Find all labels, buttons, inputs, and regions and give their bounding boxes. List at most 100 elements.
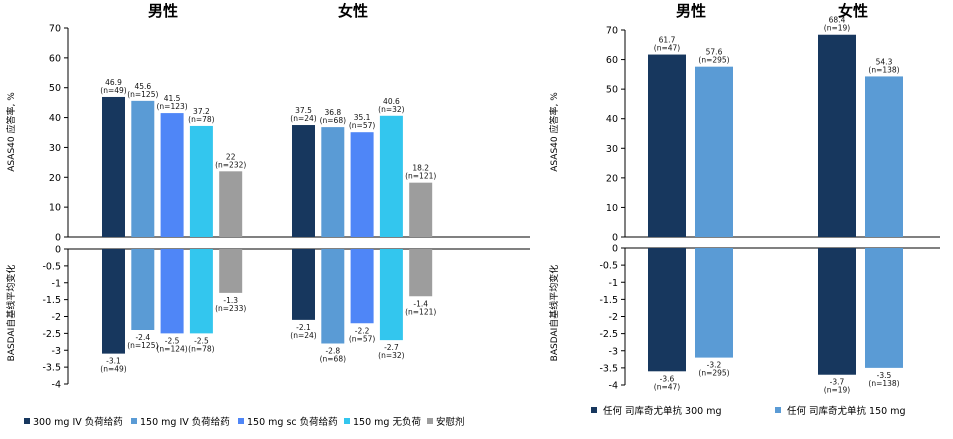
legend-label: 300 mg IV 负荷给药 <box>33 416 123 428</box>
bar-value-label-bottom: -2.8 <box>325 347 340 356</box>
bar-n-label-bottom: (n=125) <box>127 341 158 350</box>
bar-n-label-top: (n=32) <box>378 105 405 114</box>
bar-bottom <box>409 249 433 297</box>
bar-top <box>695 66 733 237</box>
bar-n-label-top: (n=121) <box>405 172 436 181</box>
bar-n-label-top: (n=78) <box>188 115 215 124</box>
y-tick-label-top: 10 <box>606 203 618 214</box>
y-tick-label-top: 30 <box>606 144 618 155</box>
bar-value-label-bottom: -2.4 <box>135 333 150 342</box>
y-axis-title-bottom: BASDAI自基线平均变化 <box>548 265 560 362</box>
legend-swatch <box>344 418 350 424</box>
y-tick-label-bottom: -4 <box>609 381 618 392</box>
y-tick-label-bottom: 0 <box>612 244 618 255</box>
bar-value-label-bottom: -1.4 <box>413 299 428 308</box>
bar-value-label-bottom: -1.3 <box>223 296 238 305</box>
bar-bottom <box>102 249 125 354</box>
bar-bottom <box>160 249 184 334</box>
bar-n-label-bottom: (n=233) <box>215 304 246 313</box>
bar-n-label-top: (n=19) <box>824 24 851 33</box>
y-tick-label-bottom: -0.5 <box>42 261 61 272</box>
bar-value-label-top: 22 <box>226 152 236 161</box>
y-tick-label-bottom: -2.5 <box>599 329 618 340</box>
bar-top <box>102 96 125 237</box>
group-title: 男性 <box>676 2 706 20</box>
bar-value-label-top: 35.1 <box>354 113 371 122</box>
bar-value-label-bottom: -3.6 <box>660 374 675 383</box>
y-axis-title-top: ASAS40 应答率, % <box>5 92 17 172</box>
bar-value-label-top: 40.6 <box>383 97 400 106</box>
bar-n-label-bottom: (n=138) <box>868 379 899 388</box>
y-tick-label-bottom: -3.5 <box>42 363 61 374</box>
bar-top <box>379 115 403 237</box>
y-tick-label-top: 20 <box>49 173 61 184</box>
bar-n-label-top: (n=138) <box>868 65 899 74</box>
bar-value-label-bottom: -3.7 <box>830 378 845 387</box>
bar-value-label-bottom: -3.2 <box>707 361 722 370</box>
bar-n-label-top: (n=47) <box>654 44 681 53</box>
legend-label: 任何 司库奇尤单抗 300 mg <box>603 405 721 417</box>
y-axis-title-bottom: BASDAI自基线平均变化 <box>5 265 17 362</box>
y-tick-label-top: 50 <box>606 85 618 96</box>
y-tick-label-top: 20 <box>606 173 618 184</box>
bar-value-label-bottom: -3.1 <box>106 357 121 366</box>
bar-value-label-bottom: -2.7 <box>384 343 399 352</box>
bar-n-label-bottom: (n=295) <box>698 369 729 378</box>
y-tick-label-top: 50 <box>49 83 61 94</box>
group-title: 男性 <box>148 2 178 20</box>
bar-top <box>409 182 433 237</box>
y-tick-label-bottom: 0 <box>55 245 61 256</box>
y-tick-label-bottom: -1.5 <box>42 295 61 306</box>
bar-bottom <box>695 248 733 358</box>
bar-n-label-top: (n=125) <box>127 90 158 99</box>
y-tick-label-top: 0 <box>612 233 618 244</box>
bar-top <box>321 127 345 237</box>
bar-n-label-top: (n=57) <box>349 121 376 130</box>
group-title: 女性 <box>338 2 368 20</box>
y-tick-label-top: 70 <box>49 24 61 35</box>
bar-n-label-top: (n=295) <box>698 56 729 65</box>
bar-bottom <box>648 248 686 372</box>
bar-top <box>189 125 213 237</box>
bar-value-label-top: 54.3 <box>876 57 893 66</box>
bar-top <box>219 171 243 237</box>
bar-top <box>648 54 686 238</box>
bar-n-label-top: (n=49) <box>100 86 127 95</box>
bar-value-label-top: 57.6 <box>706 48 723 57</box>
bar-bottom <box>379 249 403 341</box>
y-tick-label-bottom: -2 <box>609 312 618 323</box>
bar-value-label-bottom: -2.2 <box>355 326 370 335</box>
chart-panel-2: 0 10 20 30 40 50 60 70 0 -0.5 -1 -1.5 -2 -2.5 -3 -3.5 -4… <box>548 2 940 417</box>
y-tick-label-bottom: -4 <box>52 380 61 391</box>
bar-top <box>818 34 856 237</box>
y-tick-label-bottom: -1.5 <box>599 295 618 306</box>
y-tick-label-top: 30 <box>49 143 61 154</box>
legend-swatch <box>427 418 433 424</box>
bar-bottom <box>131 249 155 330</box>
bar-value-label-top: 68.4 <box>829 16 846 25</box>
chart-panel-1: 0 10 20 30 40 50 60 70 0 -0.5 -1 -1.5 -2 -2.5 -3 -3.5 -4… <box>5 2 530 428</box>
y-tick-label-top: 40 <box>49 113 61 124</box>
y-tick-label-top: 70 <box>606 26 618 37</box>
y-tick-label-bottom: -2.5 <box>42 329 61 340</box>
bar-top <box>160 113 184 237</box>
y-tick-label-bottom: -3.5 <box>599 363 618 374</box>
bar-value-label-top: 37.5 <box>295 106 312 115</box>
y-tick-label-top: 60 <box>49 53 61 64</box>
group-title: 女性 <box>838 2 868 20</box>
y-tick-label-bottom: -2 <box>52 312 61 323</box>
legend-label: 安慰剂 <box>436 416 465 428</box>
y-tick-label-bottom: -1 <box>609 278 618 289</box>
bar-bottom <box>219 249 243 293</box>
y-tick-label-bottom: -3 <box>609 346 618 357</box>
y-tick-label-top: 40 <box>606 114 618 125</box>
bar-bottom <box>865 248 903 368</box>
bar-top <box>865 76 903 237</box>
legend-swatch <box>131 418 137 424</box>
bar-n-label-bottom: (n=57) <box>349 334 376 343</box>
bar-n-label-bottom: (n=32) <box>378 351 405 360</box>
y-tick-label-top: 60 <box>606 55 618 66</box>
bar-n-label-bottom: (n=78) <box>188 344 215 353</box>
bar-n-label-bottom: (n=124) <box>156 344 187 353</box>
